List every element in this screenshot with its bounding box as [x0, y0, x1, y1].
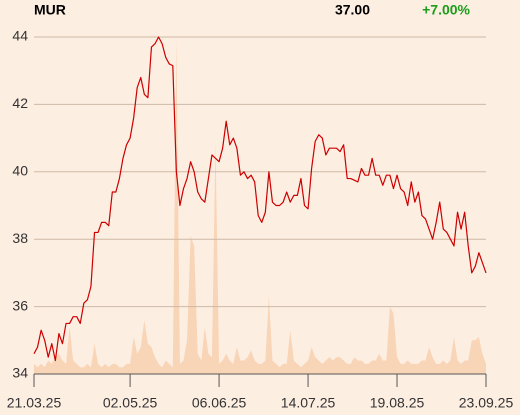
- y-tick-label: 40: [12, 163, 28, 179]
- x-tick-label: 19.08.25: [370, 395, 425, 411]
- x-tick-label: 14.07.25: [281, 395, 336, 411]
- volume-layer: [34, 37, 486, 374]
- y-tick-label: 42: [12, 95, 28, 111]
- ticker: MUR: [34, 2, 66, 18]
- x-tick-label: 02.05.25: [103, 395, 158, 411]
- y-tick-label: 36: [12, 297, 28, 313]
- price-line: [33, 36, 487, 362]
- change: +7.00%: [422, 2, 470, 18]
- x-tick-label: 23.09.25: [459, 395, 514, 411]
- price: 37.00: [335, 2, 370, 18]
- plot-layer: [33, 36, 487, 362]
- grid-layer: 34 36 38 40 42 44 21.03.25 02.05.25 06.06.25 14.0…: [7, 28, 514, 411]
- x-tick-label: 21.03.25: [7, 395, 62, 411]
- y-tick-label: 44: [12, 28, 28, 44]
- volume-area: [34, 37, 486, 374]
- y-tick-label: 34: [12, 365, 28, 381]
- x-tick-label: 06.06.25: [192, 395, 247, 411]
- y-tick-label: 38: [12, 230, 28, 246]
